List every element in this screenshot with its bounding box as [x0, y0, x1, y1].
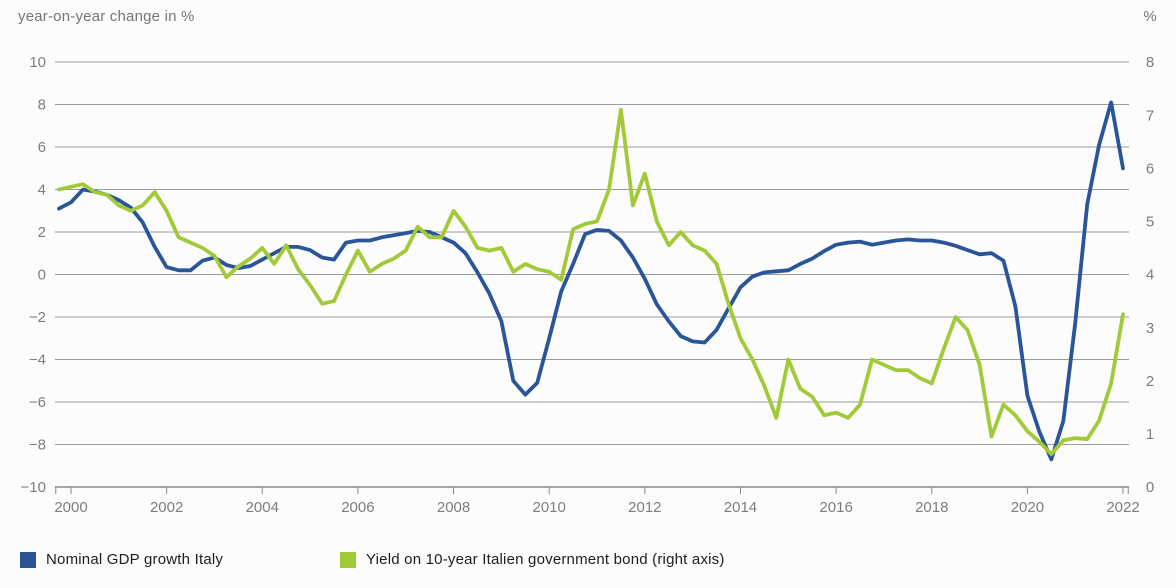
svg-text:−4: −4 [29, 352, 46, 369]
svg-text:−2: −2 [29, 309, 46, 326]
svg-text:2016: 2016 [819, 499, 852, 516]
x-axis-labels: 2000 2002 2004 2006 2008 2010 2012 2014 2016 2018… [54, 499, 1139, 516]
legend-label-gdp: Nominal GDP growth Italy [46, 551, 224, 568]
svg-text:−6: −6 [29, 394, 46, 411]
legend-swatch-yield-icon [340, 551, 356, 568]
legend-label-yield: Yield on 10-year Italien government bond… [366, 551, 725, 568]
svg-text:2012: 2012 [628, 499, 661, 516]
line-chart-canvas: 2000 2002 2004 2006 2008 2010 2012 2014 2016 2018… [21, 54, 1155, 516]
svg-text:8: 8 [38, 97, 46, 114]
legend-item-yield: Yield on 10-year Italien government bond… [340, 551, 725, 568]
svg-text:2022: 2022 [1106, 499, 1139, 516]
svg-text:4: 4 [1146, 267, 1154, 284]
legend-swatch-gdp-icon [20, 551, 36, 568]
x-axis [55, 486, 1129, 494]
svg-text:0: 0 [38, 267, 46, 284]
legend-item-gdp: Nominal GDP growth Italy [20, 551, 223, 568]
svg-text:6: 6 [1146, 160, 1154, 177]
svg-text:5: 5 [1146, 214, 1154, 231]
svg-text:7: 7 [1146, 107, 1154, 124]
legend: Nominal GDP growth Italy Yield on 10-yea… [0, 551, 1176, 579]
svg-text:1: 1 [1146, 426, 1154, 443]
svg-text:3: 3 [1146, 320, 1154, 337]
svg-text:2006: 2006 [341, 499, 374, 516]
svg-text:8: 8 [1146, 54, 1154, 71]
svg-text:10: 10 [29, 54, 46, 71]
svg-text:2010: 2010 [533, 499, 566, 516]
left-axis-title: year-on-year change in % [18, 8, 195, 25]
svg-text:2002: 2002 [150, 499, 183, 516]
svg-text:2: 2 [38, 224, 46, 241]
svg-text:2000: 2000 [54, 499, 87, 516]
svg-text:2020: 2020 [1011, 499, 1044, 516]
gdp-growth-line [57, 100, 1125, 462]
svg-text:−8: −8 [29, 437, 46, 454]
svg-text:2018: 2018 [915, 499, 948, 516]
svg-text:2014: 2014 [724, 499, 757, 516]
left-axis-labels: 10 8 6 4 2 0 −2 −4 −6 −8 −10 [21, 54, 46, 496]
svg-text:6: 6 [38, 139, 46, 156]
right-axis-labels: 8 7 6 5 4 3 2 1 0 [1146, 54, 1154, 496]
svg-text:−10: −10 [21, 479, 46, 496]
bond-yield-line [57, 107, 1125, 457]
svg-text:2: 2 [1146, 373, 1154, 390]
gridlines [55, 61, 1129, 445]
svg-text:2004: 2004 [246, 499, 279, 516]
svg-text:4: 4 [38, 182, 46, 199]
svg-text:2008: 2008 [437, 499, 470, 516]
svg-text:0: 0 [1146, 479, 1154, 496]
right-axis-title: % [1143, 8, 1157, 25]
